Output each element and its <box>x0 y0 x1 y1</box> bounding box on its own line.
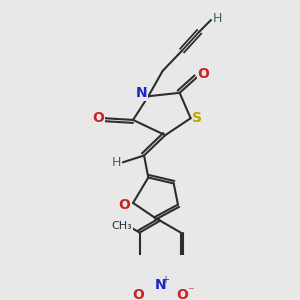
Text: +: + <box>161 275 169 285</box>
Text: O: O <box>132 288 144 300</box>
Text: ⁻: ⁻ <box>187 285 194 298</box>
Text: N: N <box>136 86 147 100</box>
Text: O: O <box>119 199 130 212</box>
Text: S: S <box>192 111 203 125</box>
Text: CH₃: CH₃ <box>111 221 132 231</box>
Text: O: O <box>197 67 209 81</box>
Text: O: O <box>176 288 188 300</box>
Text: H: H <box>213 12 222 25</box>
Text: N: N <box>154 278 166 292</box>
Text: H: H <box>111 156 121 169</box>
Text: O: O <box>92 111 104 125</box>
